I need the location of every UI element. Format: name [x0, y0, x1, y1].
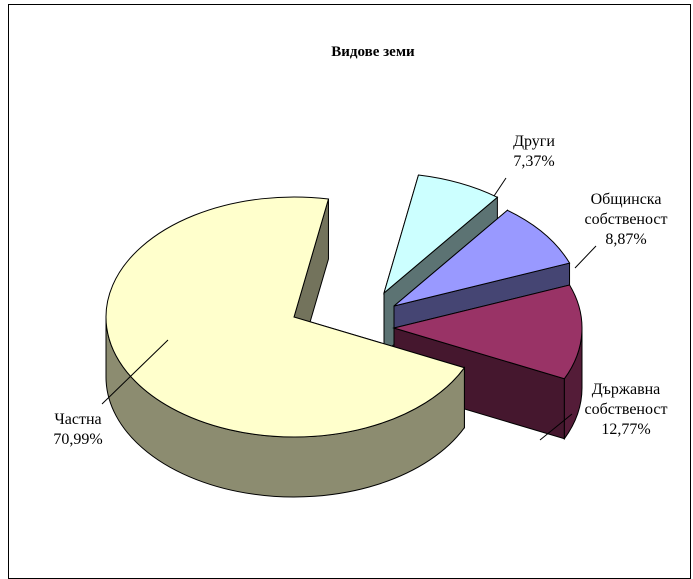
pie-slice-top	[392, 284, 583, 380]
leader-line-2	[574, 245, 597, 269]
pie-slices	[105, 174, 583, 498]
slice-label-3: Други 7,37%	[513, 133, 555, 170]
leader-line-1	[539, 413, 573, 441]
leader-lines	[101, 177, 597, 441]
slice-label-1: Държавна собственост 12,77%	[585, 381, 668, 438]
chart-title: Видове земи	[331, 44, 415, 60]
pie-slice-0	[105, 196, 466, 498]
slice-label-0: Частна 70,99%	[53, 411, 102, 448]
leader-line-3	[493, 177, 507, 197]
slice-label-2: Общинска собственост 8,87%	[585, 191, 668, 248]
pie-slice-top	[383, 174, 499, 295]
pie-chart: Видове земи Частна 70,99% Държавна собствен…	[53, 44, 667, 498]
slice-labels: Частна 70,99% Държавна собственост 12,77% Общ…	[53, 133, 667, 448]
pie-slice-top	[105, 196, 466, 438]
pie-slice-top	[393, 209, 571, 307]
leader-line-0	[101, 339, 169, 405]
